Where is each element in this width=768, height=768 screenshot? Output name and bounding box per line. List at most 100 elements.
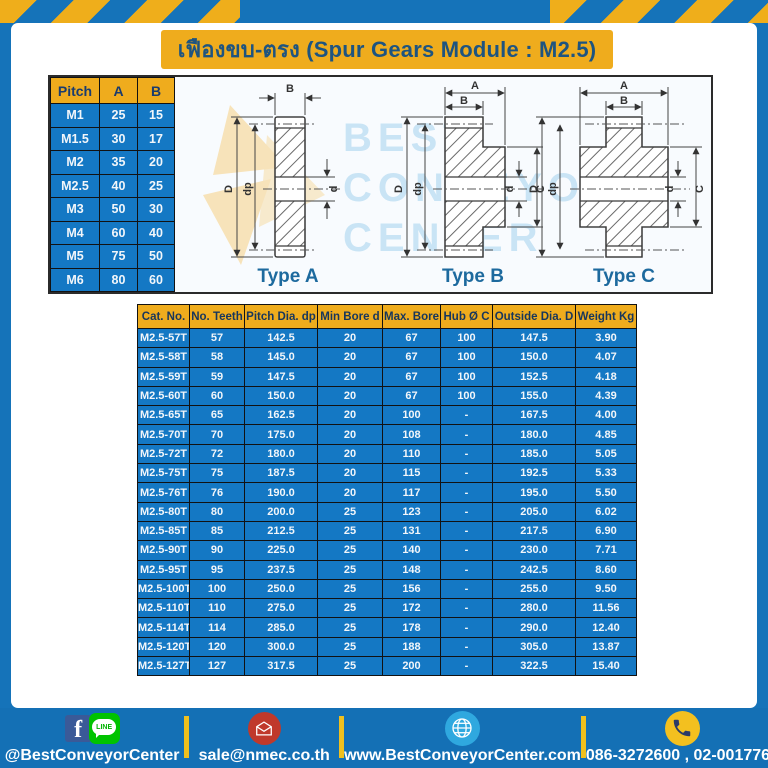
pitch-cell: M4 [50, 220, 100, 245]
cat-no-cell: M2.5-76T [137, 482, 190, 503]
no-teeth-cell: 72 [189, 443, 245, 465]
min-bore-cell: 25 [317, 501, 383, 522]
hub-cell: - [440, 578, 493, 600]
weight-cell: 8.60 [575, 559, 637, 580]
website-section: www.BestConveyorCenter.com [344, 708, 581, 768]
outside-dia-cell: 242.5 [492, 559, 576, 580]
cat-no-cell: M2.5-114T [137, 617, 190, 638]
hub-cell: 100 [440, 347, 493, 368]
no-teeth-cell: 65 [189, 405, 245, 426]
outside-dia-cell: 185.0 [492, 443, 576, 465]
spec-table-row: M2.5-95T 95 237.5 25 148 - 242.5 8.60 [137, 559, 637, 580]
svg-text:dp: dp [547, 182, 559, 196]
spec-table-row: M2.5-114T 114 285.0 25 178 - 290.0 12.40 [137, 617, 637, 638]
max-bore-cell: 67 [382, 366, 441, 387]
min-bore-cell: 25 [317, 656, 383, 677]
no-teeth-cell: 70 [189, 424, 245, 445]
pitch-dia-cell: 162.5 [244, 405, 318, 426]
cat-no-cell: M2.5-95T [137, 559, 190, 580]
pitch-dia-cell: 145.0 [244, 347, 318, 368]
dim-a-cell: 30 [99, 126, 138, 151]
hub-cell: - [440, 559, 493, 580]
max-bore-cell: 110 [382, 443, 441, 465]
dimension-reference-box: Pitch A B M1 25 15 M1.5 30 17 [48, 75, 713, 294]
hub-cell: 100 [440, 366, 493, 387]
svg-text:B: B [286, 83, 294, 95]
hub-cell: - [440, 520, 493, 542]
type-c-label: Type C [593, 266, 655, 287]
max-bore-cell: 148 [382, 559, 441, 580]
dim-b-cell: 40 [137, 220, 175, 245]
type-b-label: Type B [442, 266, 504, 287]
max-bore-cell: 115 [382, 463, 441, 484]
footer-divider [184, 716, 190, 758]
email-icon [247, 711, 281, 745]
min-bore-cell: 25 [317, 617, 383, 638]
outside-dia-cell: 305.0 [492, 636, 576, 658]
hub-cell: - [440, 617, 493, 638]
hub-cell: - [440, 598, 493, 619]
outside-dia-cell: 150.0 [492, 347, 576, 368]
svg-text:d: d [328, 186, 340, 193]
pitch-table-row: M1 25 15 [50, 103, 175, 128]
no-teeth-cell: 110 [189, 598, 245, 619]
cat-no-cell: M2.5-70T [137, 424, 190, 445]
no-teeth-cell: 57 [189, 327, 245, 349]
cat-no-cell: M2.5-57T [137, 327, 190, 349]
cat-no-cell: M2.5-80T [137, 501, 190, 522]
pitch-dia-cell: 285.0 [244, 617, 318, 638]
svg-text:D: D [393, 185, 405, 193]
weight-cell: 7.71 [575, 540, 637, 561]
max-bore-cell: 67 [382, 347, 441, 368]
max-bore-cell: 117 [382, 482, 441, 503]
svg-text:B: B [460, 95, 468, 107]
spec-table-row: M2.5-100T 100 250.0 25 156 - 255.0 9.50 [137, 578, 637, 600]
max-bore-cell: 67 [382, 327, 441, 349]
weight-cell: 6.90 [575, 520, 637, 542]
contact-footer: f LINE @BestConveyorCenter sale@nmec.co.… [0, 708, 768, 768]
dim-b-cell: 17 [137, 126, 175, 151]
dim-a-cell: 80 [99, 267, 138, 292]
social-handle: @BestConveyorCenter [4, 747, 180, 764]
pitch-dia-cell: 300.0 [244, 636, 318, 658]
svg-text:D: D [528, 185, 540, 193]
type-c-dim-labels: A B D dp d C [528, 80, 706, 196]
cat-no-cell: M2.5-110T [137, 598, 190, 619]
outside-dia-cell: 290.0 [492, 617, 576, 638]
cat-no-cell: M2.5-75T [137, 463, 190, 484]
pitch-dia-cell: 180.0 [244, 443, 318, 465]
pitch-column-header: A [99, 77, 138, 104]
spec-column-header: No. Teeth [189, 304, 245, 329]
facebook-icon: f [64, 714, 92, 743]
no-teeth-cell: 80 [189, 501, 245, 522]
page-title-bar: เฟืองขบ-ตรง (Spur Gears Module : M2.5) [161, 30, 613, 69]
outside-dia-cell: 180.0 [492, 424, 576, 445]
page-title: เฟืองขบ-ตรง (Spur Gears Module : M2.5) [177, 37, 597, 62]
dim-b-cell: 60 [137, 267, 175, 292]
pitch-cell: M1.5 [50, 126, 100, 151]
cat-no-cell: M2.5-90T [137, 540, 190, 561]
cat-no-cell: M2.5-58T [137, 347, 190, 368]
dim-a-cell: 60 [99, 220, 138, 245]
weight-cell: 4.00 [575, 405, 637, 426]
type-c-dimensions [536, 87, 702, 258]
weight-cell: 4.18 [575, 366, 637, 387]
min-bore-cell: 25 [317, 540, 383, 561]
spec-table-row: M2.5-60T 60 150.0 20 67 100 155.0 4.39 [137, 385, 637, 407]
svg-text:B: B [620, 95, 628, 107]
pitch-dia-cell: 275.0 [244, 598, 318, 619]
type-a-dim-labels: B D dp d [223, 83, 340, 196]
type-b-dimensions [401, 87, 543, 258]
hub-cell: 100 [440, 327, 493, 349]
type-b-drawing [444, 116, 506, 258]
outside-dia-cell: 322.5 [492, 656, 576, 677]
pitch-table-row: M2 35 20 [50, 150, 175, 175]
outside-dia-cell: 152.5 [492, 366, 576, 387]
dim-b-cell: 50 [137, 244, 175, 269]
gear-drawings: BEST CONVEYOR CENTER [175, 77, 711, 292]
pitch-table-header-row: Pitch A B [50, 77, 175, 104]
outside-dia-cell: 155.0 [492, 385, 576, 407]
hazard-stripes-left [0, 0, 240, 23]
spec-table-row: M2.5-57T 57 142.5 20 67 100 147.5 3.90 [137, 327, 637, 349]
min-bore-cell: 20 [317, 443, 383, 465]
